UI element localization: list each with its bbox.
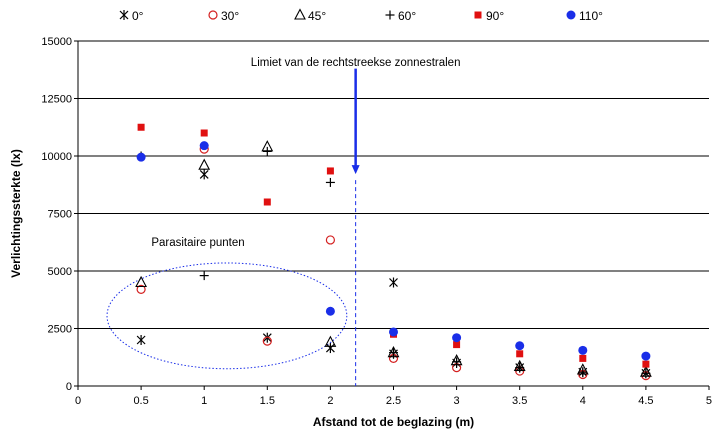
data-point [262, 336, 272, 346]
data-point [325, 306, 335, 316]
y-tick-labels: 0 2500 5000 7500 10000 12500 15000 [41, 36, 72, 393]
legend-label: 45° [308, 9, 326, 23]
data-point [135, 275, 148, 288]
data-point [642, 360, 650, 368]
x-tick-label: 0 [75, 395, 81, 407]
data-point [389, 327, 398, 337]
data-point [325, 235, 335, 245]
x-tick-label: 2 [327, 395, 333, 407]
data-point [515, 341, 525, 351]
data-point [578, 345, 588, 355]
y-tick-label: 12500 [41, 94, 72, 106]
legend-marker [294, 8, 306, 20]
data-point [452, 333, 462, 343]
data-point [452, 357, 462, 367]
x-tick-label: 3.5 [512, 395, 527, 407]
legend: 0° 30° 45° 60° 90° 110° [119, 8, 603, 23]
data-point [578, 367, 588, 377]
series-1 [136, 144, 651, 381]
y-tick-label: 2500 [48, 324, 72, 336]
y-tick-label: 10000 [41, 151, 72, 163]
limit-arrow-head [351, 165, 360, 175]
data-point [137, 123, 145, 131]
axes [74, 40, 710, 390]
x-tick-label: 4 [580, 395, 586, 407]
data-point [515, 363, 525, 373]
data-point [200, 129, 208, 137]
x-tick-label: 1.5 [260, 395, 275, 407]
data-point [516, 350, 524, 358]
limit-annotation-label: Limiet van de rechtstreekse zonnestralen [251, 57, 461, 69]
data-point [136, 284, 146, 294]
gridlines [78, 40, 709, 329]
data-point [325, 343, 335, 354]
parasitic-points-ellipse [106, 262, 348, 370]
data-point [326, 167, 334, 175]
data-point [324, 335, 337, 347]
data-point [641, 351, 651, 361]
x-tick-labels: 0 0.5 1 1.5 2 2.5 3 3.5 4 4.5 5 [75, 395, 712, 407]
data-point [198, 158, 211, 170]
x-tick-label: 2.5 [386, 395, 401, 407]
legend-marker [208, 10, 218, 20]
series-3 [136, 146, 651, 378]
legend-label: 30° [221, 9, 239, 23]
y-tick-label: 5000 [48, 266, 72, 278]
legend-label: 90° [486, 9, 504, 23]
data-point [199, 271, 209, 281]
legend-marker [474, 11, 482, 19]
data-point [389, 348, 398, 358]
data-point [453, 341, 461, 349]
legend-marker [385, 10, 395, 20]
series-5 [136, 141, 651, 361]
legend-marker [566, 10, 576, 20]
y-tick-label: 7500 [48, 209, 72, 221]
data-points [135, 123, 652, 381]
legend-marker [119, 10, 129, 20]
data-point [262, 146, 272, 156]
data-point [389, 277, 398, 288]
data-point [136, 335, 146, 345]
legend-label: 0° [132, 9, 144, 23]
legend-label: 110° [579, 9, 603, 23]
x-tick-label: 1 [201, 395, 207, 407]
data-point [263, 198, 271, 206]
annotations: Limiet van de rechtstreekse zonnestralen… [106, 57, 461, 386]
legend-label: 60° [398, 9, 416, 23]
data-point [641, 368, 651, 378]
x-tick-label: 4.5 [638, 395, 653, 407]
data-point [325, 177, 335, 187]
data-point [199, 141, 209, 151]
parasitic-points-label: Parasitaire punten [151, 237, 244, 249]
series-2 [135, 140, 652, 377]
y-axis-title: Verlichtingssterkte (lx) [9, 149, 23, 278]
data-point [199, 169, 209, 180]
data-point [579, 354, 587, 362]
x-tick-label: 5 [706, 395, 712, 407]
y-tick-label: 0 [66, 381, 72, 393]
x-tick-label: 3 [454, 395, 460, 407]
x-tick-label: 0.5 [133, 395, 148, 407]
y-tick-label: 15000 [41, 36, 72, 48]
data-point [136, 152, 146, 162]
x-axis-title: Afstand tot de beglazing (m) [313, 415, 474, 429]
